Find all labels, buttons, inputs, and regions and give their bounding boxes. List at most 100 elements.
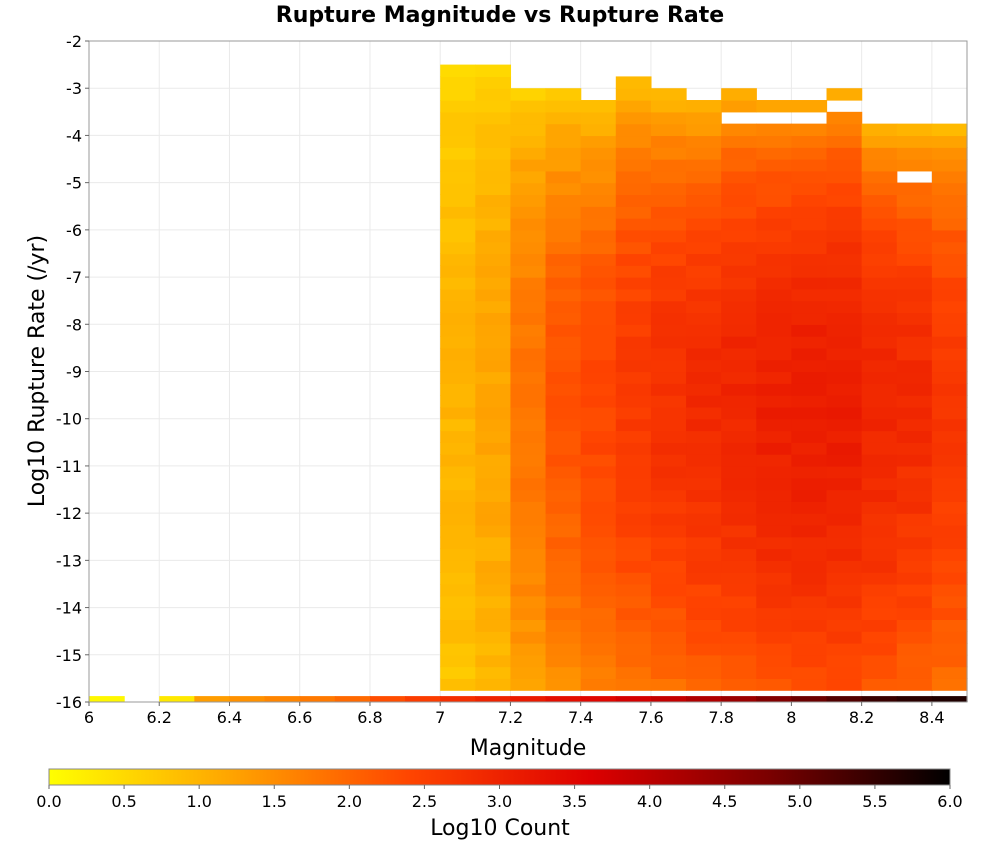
heatmap-cell-bottom: [440, 696, 476, 702]
heatmap-cell: [580, 430, 617, 443]
heatmap-cell: [440, 406, 476, 420]
heatmap-cell: [580, 182, 617, 196]
heatmap-cell: [826, 359, 863, 373]
heatmap-cell: [896, 430, 933, 443]
heatmap-cell-bottom: [650, 696, 687, 702]
heatmap-cell: [791, 218, 828, 231]
heatmap-cell: [545, 666, 582, 679]
heatmap-cell: [440, 430, 476, 443]
heatmap-cell: [510, 147, 547, 160]
x-axis-label: Magnitude: [470, 736, 587, 761]
heatmap-cell: [756, 336, 792, 349]
heatmap-cell: [475, 430, 512, 443]
heatmap-cell: [756, 430, 792, 443]
heatmap-cell: [686, 572, 722, 585]
heatmap-cell: [861, 536, 898, 550]
heatmap-cell: [475, 642, 512, 656]
heatmap-cell: [721, 678, 757, 691]
heatmap-cell: [721, 607, 757, 620]
heatmap-cell: [580, 678, 617, 691]
heatmap-cell: [861, 206, 898, 219]
heatmap-cell: [580, 642, 617, 656]
colorbar-tick-label: 1.5: [262, 792, 287, 811]
heatmap-cell: [756, 288, 792, 302]
heatmap-cell: [475, 383, 512, 396]
heatmap-cell: [756, 194, 792, 207]
heatmap-cell: [650, 631, 687, 644]
heatmap-cell: [510, 347, 547, 361]
heatmap-cell: [896, 536, 933, 550]
heatmap-cell: [791, 395, 828, 408]
heatmap-cell: [650, 430, 687, 443]
heatmap-cell: [545, 524, 582, 538]
heatmap-cell: [615, 111, 652, 125]
heatmap-cell: [510, 477, 547, 491]
heatmap-cell: [931, 170, 968, 184]
heatmap-cell: [686, 182, 722, 196]
heatmap-cell: [650, 642, 687, 656]
heatmap-cell: [615, 371, 652, 384]
heatmap-cell: [510, 359, 547, 373]
heatmap-cell: [650, 442, 687, 455]
heatmap-cell: [510, 241, 547, 255]
heatmap-cell: [475, 123, 512, 137]
heatmap-cell: [791, 170, 828, 184]
colorbar-tick-label: 6.0: [937, 792, 962, 811]
heatmap-cell: [510, 135, 547, 148]
heatmap-cell: [861, 277, 898, 290]
heatmap-cell: [650, 465, 687, 479]
heatmap-cell: [615, 277, 652, 290]
heatmap-cell: [475, 489, 512, 502]
heatmap-cell: [721, 395, 757, 408]
heatmap-cell: [475, 229, 512, 243]
heatmap-cell: [896, 595, 933, 609]
heatmap-cell: [580, 654, 617, 668]
colorbar-tick-label: 5.0: [787, 792, 812, 811]
heatmap-cell: [791, 536, 828, 550]
colorbar-tick-label: 0.5: [111, 792, 136, 811]
heatmap-cell: [440, 76, 476, 89]
colorbar-label: Log10 Count: [430, 816, 570, 841]
heatmap-cell: [721, 642, 757, 656]
heatmap-cell: [615, 572, 652, 585]
heatmap-cell: [510, 536, 547, 550]
heatmap-cell: [510, 253, 547, 266]
heatmap-cell: [861, 123, 898, 137]
heatmap-cell: [826, 406, 863, 420]
heatmap-cell: [826, 147, 863, 160]
heatmap-cell: [861, 229, 898, 243]
heatmap-cell: [580, 206, 617, 219]
heatmap-cell: [510, 524, 547, 538]
heatmap-cell: [721, 513, 757, 526]
heatmap-cell: [791, 347, 828, 361]
heatmap-cell: [791, 371, 828, 384]
heatmap-cell: [791, 666, 828, 679]
heatmap-cell: [580, 111, 617, 125]
heatmap-cell: [721, 666, 757, 679]
heatmap-cell: [791, 135, 828, 148]
heatmap-cell: [826, 595, 863, 609]
heatmap-cell: [545, 619, 582, 632]
heatmap-cell: [686, 100, 722, 113]
colorbar-tick-label: 4.5: [712, 792, 737, 811]
heatmap-cell-bottom: [229, 696, 266, 702]
heatmap-cell: [475, 300, 512, 314]
heatmap-cell: [791, 619, 828, 632]
y-axis-label: Log10 Rupture Rate (/yr): [25, 235, 50, 507]
heatmap-cell: [826, 253, 863, 266]
heatmap-cell: [721, 159, 757, 172]
heatmap-cell: [686, 135, 722, 148]
heatmap-cell: [931, 383, 968, 396]
colorbar: 0.0 0.5 1.0 1.5 2.0 2.5 3.0 3.5 4.0 4.5 5.0 5.5 6.0: [36, 768, 963, 811]
y-tick-label: -11: [56, 457, 82, 476]
heatmap-cell: [826, 206, 863, 219]
heatmap-cell: [475, 347, 512, 361]
heatmap-cell: [826, 265, 863, 278]
heatmap-cell: [615, 253, 652, 266]
heatmap-cell: [440, 513, 476, 526]
heatmap-cell: [896, 383, 933, 396]
heatmap-cell: [686, 336, 722, 349]
heatmap-cell: [931, 312, 968, 325]
heatmap-cell: [896, 347, 933, 361]
